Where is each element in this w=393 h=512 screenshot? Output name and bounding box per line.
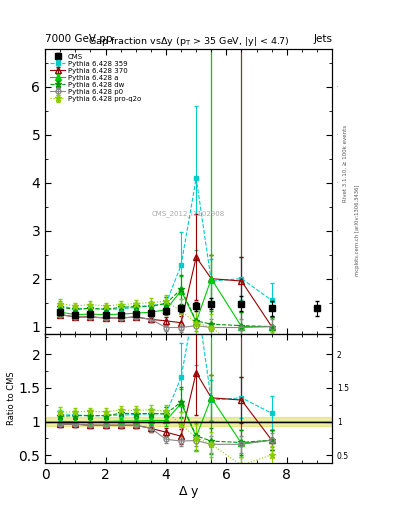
Text: Jets: Jets <box>313 33 332 44</box>
X-axis label: $\Delta$ y: $\Delta$ y <box>178 484 199 500</box>
Title: Gap fraction vs$\Delta$y (p$_\mathrm{T}$ > 35 GeV, |y| < 4.7): Gap fraction vs$\Delta$y (p$_\mathrm{T}$… <box>88 35 290 49</box>
Bar <box>45 417 332 426</box>
Text: CMS_2012_I1102908: CMS_2012_I1102908 <box>152 210 225 218</box>
Text: mcplots.cern.ch [arXiv:1306.3436]: mcplots.cern.ch [arXiv:1306.3436] <box>355 185 360 276</box>
Text: 7000 GeV pp: 7000 GeV pp <box>45 33 113 44</box>
Text: Rivet 3.1.10, ≥ 100k events: Rivet 3.1.10, ≥ 100k events <box>343 125 347 202</box>
Legend: CMS, Pythia 6.428 359, Pythia 6.428 370, Pythia 6.428 a, Pythia 6.428 dw, Pythia: CMS, Pythia 6.428 359, Pythia 6.428 370,… <box>49 52 143 103</box>
Y-axis label: Ratio to CMS: Ratio to CMS <box>7 372 16 425</box>
